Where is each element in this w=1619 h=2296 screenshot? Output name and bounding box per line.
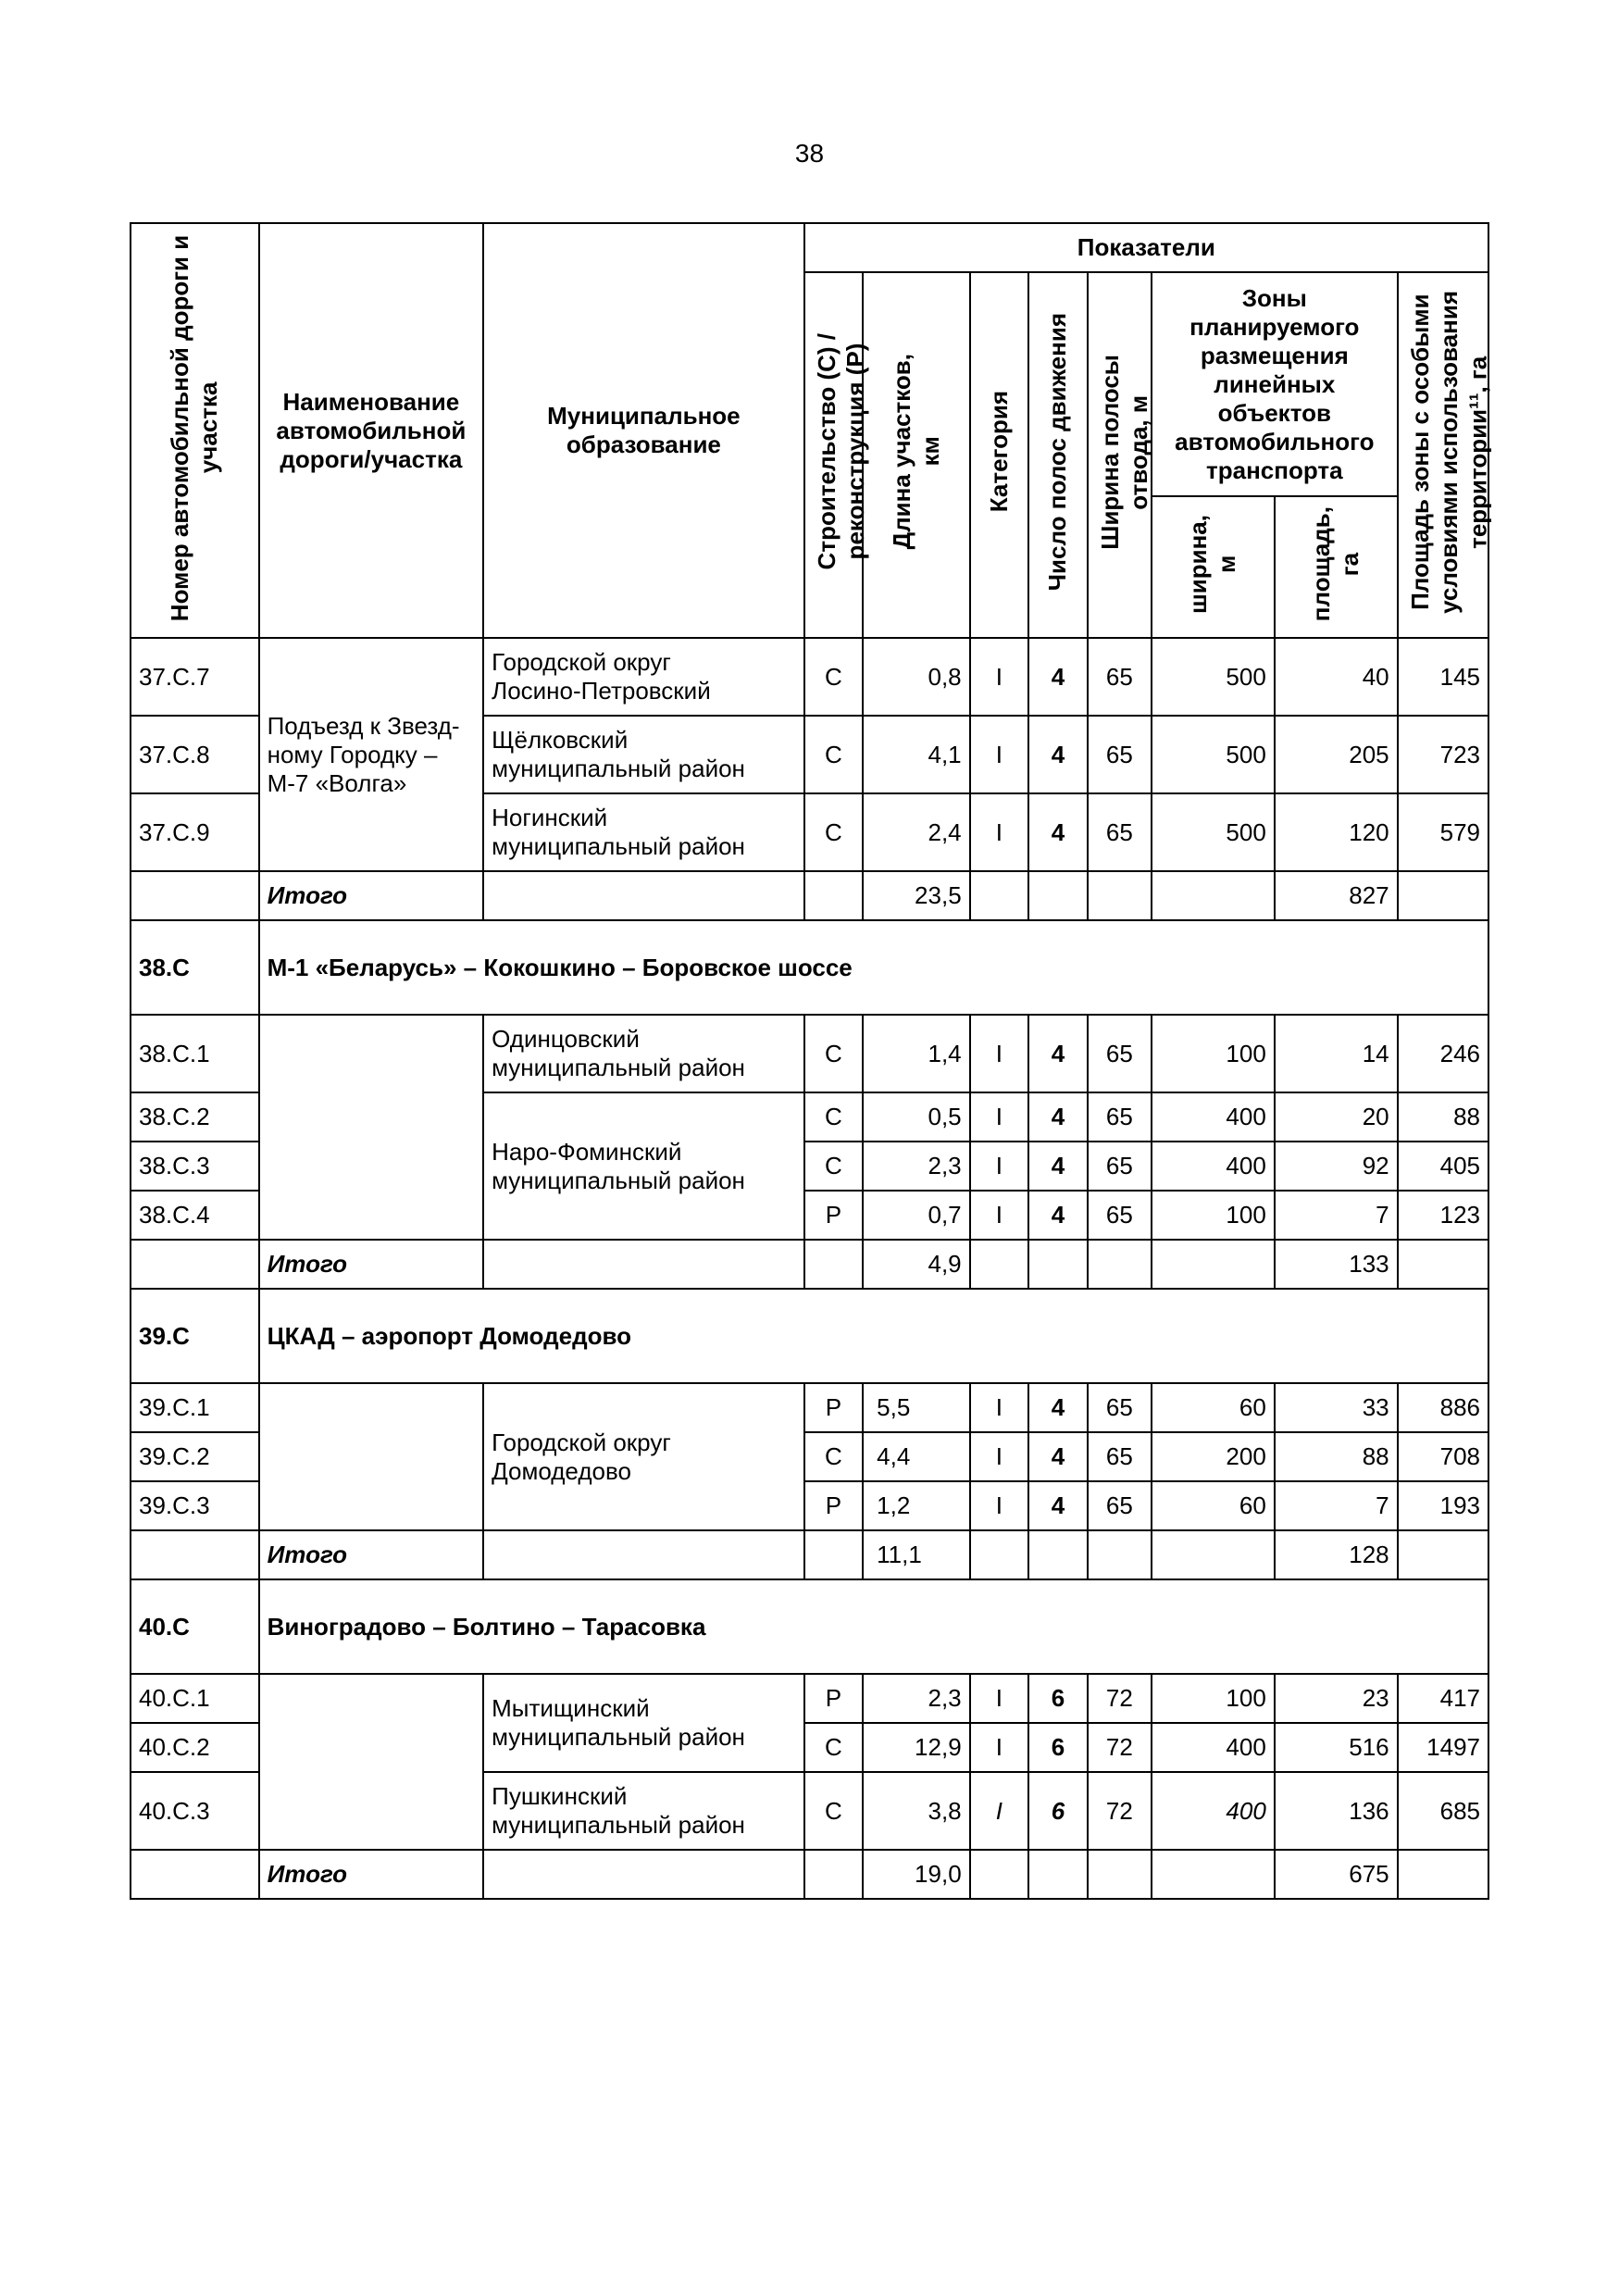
hdr-zones: Зоны планируемого размещения линейных об… (1152, 272, 1398, 496)
table-row: 38.С.1 Одинцовскиймуниципальный район С … (131, 1015, 1488, 1092)
page-number: 38 (0, 139, 1619, 168)
hdr-municipal: Муниципальное образование (483, 223, 804, 638)
hdr-length: Длина участков, км (863, 272, 970, 638)
hdr-special-area: Площадь зоны с особыми условиями использ… (1398, 272, 1488, 638)
table-row: 37.С.7 Подъезд к Звезд- ному Городку – М… (131, 638, 1488, 716)
section-header-38: 38.С М-1 «Беларусь» – Кокошкино – Боровс… (131, 920, 1488, 1015)
roads-table: Номер автомобильной дороги и участка Наи… (130, 222, 1489, 1900)
hdr-indicators: Показатели (804, 223, 1488, 272)
hdr-zone-width: ширина, м (1152, 496, 1275, 638)
table-row-total: Итого 4,9 133 (131, 1240, 1488, 1289)
hdr-lanes: Число полос движения (1028, 272, 1088, 638)
table-row: 40.С.1 Мытищинский муниципальный район Р… (131, 1674, 1488, 1723)
table-row-total: Итого 19,0 675 (131, 1850, 1488, 1899)
table-row-total: Итого 23,5 827 (131, 871, 1488, 920)
hdr-category: Категория (970, 272, 1029, 638)
hdr-build-recon: Строительство (С) / реконструкция (Р) (804, 272, 864, 638)
table-row-total: Итого 11,1 128 (131, 1530, 1488, 1579)
hdr-road-name: Наименование автомобильной дороги/участк… (259, 223, 484, 638)
section-header-39: 39.С ЦКАД – аэропорт Домодедово (131, 1289, 1488, 1383)
road-name-37: Подъезд к Звезд- ному Городку – М-7 «Вол… (259, 638, 484, 871)
hdr-zone-area: площадь, га (1275, 496, 1398, 638)
hdr-strip-width: Ширина полосы отвода, м (1088, 272, 1152, 638)
hdr-road-number: Номер автомобильной дороги и участка (131, 223, 259, 638)
section-header-40: 40.С Виноградово – Болтино – Тарасовка (131, 1579, 1488, 1674)
table-row: 39.С.1 Городской округ Домодедово Р 5,5 … (131, 1383, 1488, 1432)
